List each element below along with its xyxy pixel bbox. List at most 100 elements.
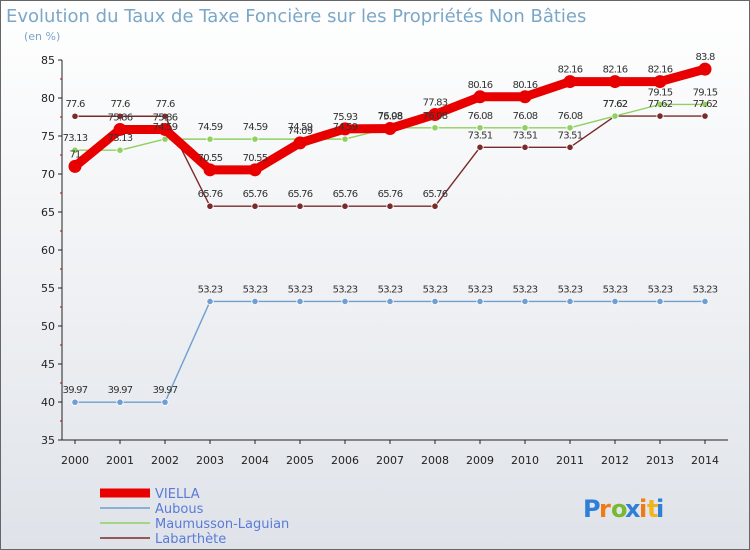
- data-point: [386, 297, 394, 306]
- data-label: 53.23: [603, 284, 628, 295]
- x-tick-label: 2010: [511, 454, 539, 467]
- data-label: 76.08: [468, 111, 493, 122]
- legend-entry: Maumusson-Laguian: [100, 517, 289, 532]
- series-aubous: [71, 297, 709, 406]
- data-label: 65.76: [198, 189, 223, 200]
- legend-label: VIELLA: [155, 487, 200, 502]
- data-point: [431, 202, 439, 210]
- proxiti-logo: Pr oxi ti: [583, 495, 664, 523]
- data-label: 73.51: [513, 130, 538, 141]
- series-viella: [68, 62, 712, 177]
- x-tick-label: 2005: [286, 454, 314, 467]
- x-tick-label: 2004: [241, 454, 269, 467]
- data-point: [611, 297, 619, 306]
- x-tick-label: 2002: [151, 454, 179, 467]
- x-tick-label: 2012: [601, 454, 629, 467]
- data-point: [71, 112, 79, 120]
- data-label: 76.08: [513, 111, 538, 122]
- data-point: [476, 297, 484, 306]
- y-tick-label: 35: [41, 434, 55, 447]
- data-point: [71, 146, 79, 154]
- data-point: [338, 122, 352, 136]
- data-label: 53.23: [468, 284, 493, 295]
- y-tick-label: 75: [41, 130, 55, 143]
- data-point: [71, 398, 79, 406]
- data-point: [428, 107, 442, 121]
- x-tick-label: 2008: [421, 454, 449, 467]
- y-tick-label: 60: [41, 244, 55, 257]
- y-tick-label: 40: [41, 396, 55, 409]
- axes: 35 40 45 50 55 60 65 70 75 80 85 2000 2001 2002 2003 20…: [41, 54, 728, 467]
- data-label: 53.23: [423, 284, 448, 295]
- data-point: [341, 135, 349, 143]
- logo-letter: P: [583, 495, 601, 523]
- y-tick-label: 70: [41, 168, 55, 181]
- data-point: [251, 135, 259, 143]
- legend-label: Labarthète: [155, 532, 226, 547]
- data-point: [116, 146, 124, 154]
- legend-label: Aubous: [155, 502, 204, 517]
- y-tick-label: 55: [41, 282, 55, 295]
- data-point: [701, 297, 709, 306]
- data-label: 80.16: [468, 80, 493, 91]
- data-label: 83.8: [695, 52, 715, 63]
- data-label: 79.15: [648, 87, 673, 98]
- data-point: [386, 202, 394, 210]
- data-label: 71: [69, 149, 81, 160]
- data-label: 53.23: [648, 284, 673, 295]
- data-point: [341, 297, 349, 306]
- x-tick-label: 2009: [466, 454, 494, 467]
- data-point: [431, 297, 439, 306]
- data-point: [656, 297, 664, 306]
- data-point: [251, 202, 259, 210]
- data-label: 80.16: [513, 80, 538, 91]
- x-tick-label: 2014: [691, 454, 719, 467]
- data-label: 77.6: [110, 99, 130, 110]
- data-label: 65.76: [243, 189, 268, 200]
- data-point: [656, 112, 664, 120]
- data-point: [473, 90, 487, 104]
- data-point: [521, 297, 529, 306]
- data-label: 53.23: [693, 284, 718, 295]
- data-point: [248, 163, 262, 177]
- y-tick-label: 65: [41, 206, 55, 219]
- data-label: 77.62: [693, 99, 718, 110]
- data-label: 74.59: [153, 122, 178, 133]
- data-label: 53.23: [333, 284, 358, 295]
- data-point: [206, 135, 214, 143]
- y-tick-label: 50: [41, 320, 55, 333]
- data-label: 53.23: [198, 284, 223, 295]
- data-label: 77.6: [155, 99, 175, 110]
- data-label: 75.86: [108, 112, 133, 123]
- data-label: 77.62: [648, 99, 673, 110]
- data-label: 75.93: [333, 112, 358, 123]
- logo-letter: o: [611, 495, 628, 523]
- data-point: [608, 75, 622, 89]
- data-label: 53.23: [378, 284, 403, 295]
- data-label: 53.23: [243, 284, 268, 295]
- x-tick-label: 2003: [196, 454, 224, 467]
- data-point: [383, 122, 397, 136]
- data-label: 77.83: [423, 97, 448, 108]
- data-point: [701, 100, 709, 109]
- data-point: [161, 112, 169, 120]
- data-point: [563, 75, 577, 89]
- data-point: [206, 202, 214, 210]
- data-point: [251, 297, 259, 306]
- x-tick-label: 2006: [331, 454, 359, 467]
- legend-entry: Aubous: [100, 502, 204, 517]
- data-point: [341, 202, 349, 210]
- x-tick-label: 2000: [61, 454, 89, 467]
- data-label: 75.98: [378, 112, 403, 123]
- legend-label: Maumusson-Laguian: [155, 517, 289, 532]
- logo-letter: r: [599, 495, 611, 523]
- data-label: 76.08: [378, 111, 403, 122]
- data-label: 77.62: [603, 99, 628, 110]
- data-label: 82.16: [558, 65, 583, 76]
- data-label: 73.51: [468, 130, 493, 141]
- data-label: 82.16: [603, 65, 628, 76]
- data-label: 82.16: [648, 65, 673, 76]
